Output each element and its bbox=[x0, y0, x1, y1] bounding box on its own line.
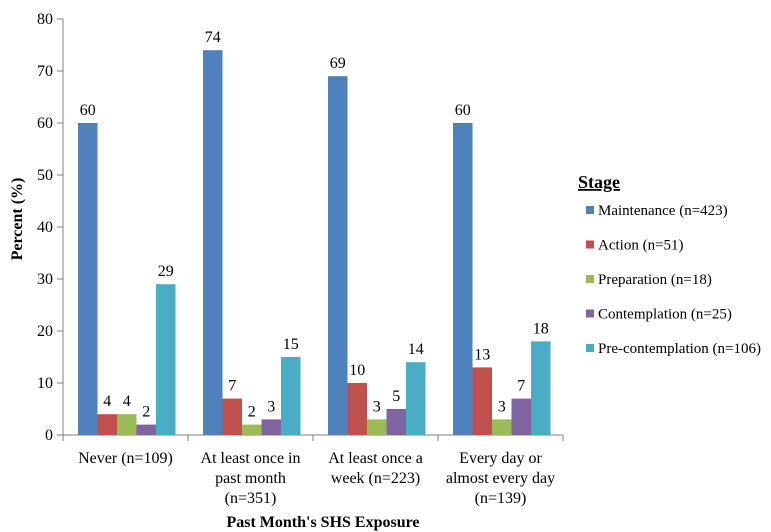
x-axis-title: Past Month's SHS Exposure bbox=[226, 514, 419, 531]
bar bbox=[78, 123, 98, 435]
data-label: 60 bbox=[80, 102, 96, 119]
category-label: At least once a week (n=223) bbox=[328, 450, 423, 487]
bars bbox=[78, 50, 551, 435]
legend-swatch bbox=[586, 240, 594, 249]
legend-label: Preparation (n=18) bbox=[598, 272, 712, 288]
legend-label: Contemplation (n=25) bbox=[598, 307, 732, 323]
legend-title: Stage bbox=[578, 172, 620, 192]
y-tick-label: 50 bbox=[37, 167, 53, 184]
y-axis-title: Percent (%) bbox=[9, 178, 26, 261]
y-axis: 0 10 20 30 40 50 60 70 80 bbox=[37, 11, 64, 444]
data-label: 60 bbox=[455, 102, 471, 119]
bar bbox=[367, 419, 387, 435]
data-label: 2 bbox=[142, 404, 150, 421]
bar bbox=[97, 414, 117, 435]
legend-label: Maintenance (n=423) bbox=[598, 203, 728, 219]
y-tick-label: 40 bbox=[37, 219, 53, 236]
bar bbox=[328, 76, 348, 435]
bar bbox=[203, 50, 223, 435]
data-label: 5 bbox=[392, 388, 400, 405]
bar bbox=[222, 398, 242, 435]
bar bbox=[453, 123, 473, 435]
data-label: 7 bbox=[517, 378, 525, 395]
legend-label: Action (n=51) bbox=[598, 238, 684, 254]
y-tick-label: 20 bbox=[37, 323, 53, 340]
legend-label: Pre-contemplation (n=106) bbox=[598, 341, 761, 357]
bar bbox=[347, 383, 367, 435]
bar bbox=[406, 362, 426, 435]
bar bbox=[242, 424, 262, 435]
x-axis bbox=[62, 434, 564, 441]
data-label: 13 bbox=[474, 346, 490, 363]
y-tick-label: 0 bbox=[45, 427, 53, 444]
data-label: 4 bbox=[103, 393, 111, 410]
data-label: 4 bbox=[123, 393, 131, 410]
bar bbox=[492, 419, 512, 435]
bar bbox=[136, 424, 156, 435]
y-tick-label: 70 bbox=[37, 63, 53, 80]
data-label: 7 bbox=[228, 378, 236, 395]
data-label: 14 bbox=[408, 341, 424, 358]
data-label: 3 bbox=[498, 398, 506, 415]
legend-swatch bbox=[586, 344, 594, 352]
data-label: 69 bbox=[330, 55, 346, 72]
category-label: Never (n=109) bbox=[78, 450, 173, 467]
legend-swatch bbox=[586, 275, 594, 283]
category-label: At least once in past month (n=351) bbox=[201, 450, 301, 507]
category-label: Every day or almost every day (n=139) bbox=[446, 450, 555, 507]
data-label: 15 bbox=[283, 336, 299, 353]
y-tick-label: 30 bbox=[37, 271, 53, 288]
y-tick-label: 10 bbox=[37, 375, 53, 392]
data-label: 2 bbox=[248, 404, 256, 421]
data-label: 3 bbox=[373, 398, 381, 415]
y-tick-label: 80 bbox=[37, 11, 53, 28]
bar bbox=[281, 357, 301, 435]
legend-swatch bbox=[586, 206, 594, 214]
bar bbox=[531, 341, 551, 435]
bar bbox=[261, 419, 281, 435]
data-label: 29 bbox=[158, 263, 174, 280]
bar bbox=[117, 414, 137, 435]
bar bbox=[472, 367, 492, 435]
y-tick-label: 60 bbox=[37, 115, 53, 132]
legend: Stage Maintenance (n=423) Action (n=51) Pr… bbox=[578, 172, 761, 357]
data-label: 10 bbox=[349, 362, 365, 379]
bar bbox=[511, 398, 531, 435]
legend-swatch bbox=[586, 309, 594, 318]
data-label: 74 bbox=[205, 29, 221, 46]
data-label: 3 bbox=[267, 398, 275, 415]
category-labels: Never (n=109) At least once in past month(… bbox=[78, 450, 555, 507]
data-label: 18 bbox=[533, 320, 549, 337]
bar bbox=[386, 409, 406, 435]
bar bbox=[156, 284, 176, 435]
